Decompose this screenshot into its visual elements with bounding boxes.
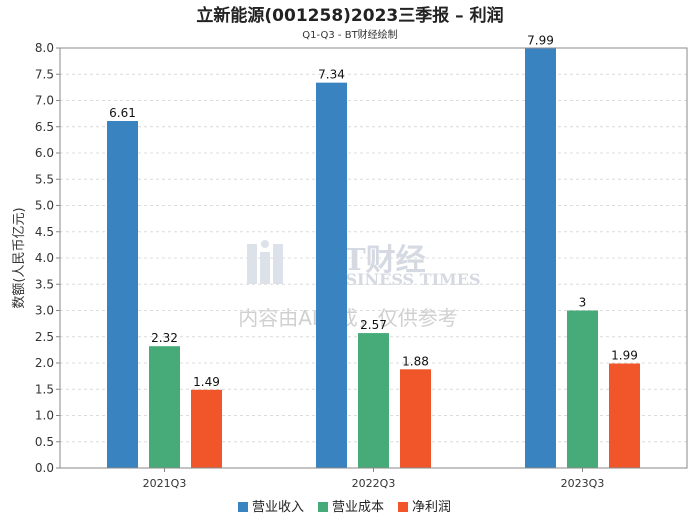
chart-title: 立新能源(001258)2023三季报 – 利润 bbox=[196, 5, 503, 26]
bar bbox=[525, 48, 556, 469]
y-tick-label: 6.0 bbox=[35, 146, 54, 160]
data-label: 1.99 bbox=[611, 349, 638, 363]
data-label: 7.34 bbox=[318, 68, 345, 82]
y-tick-label: 2.0 bbox=[35, 356, 54, 370]
bar bbox=[609, 363, 640, 468]
bar bbox=[149, 346, 180, 468]
y-tick-label: 5.0 bbox=[35, 199, 54, 213]
bar bbox=[107, 120, 138, 468]
data-label: 2.32 bbox=[151, 331, 178, 345]
legend-swatch bbox=[238, 502, 248, 512]
bar bbox=[191, 389, 222, 468]
y-tick-label: 0.5 bbox=[35, 435, 54, 449]
y-axis-label: 数额(人民币亿元) bbox=[12, 207, 27, 308]
legend-label: 营业收入 bbox=[252, 500, 304, 515]
y-tick-label: 7.5 bbox=[35, 67, 54, 81]
watermark-notice: 内容由AI生成，仅供参考 bbox=[238, 306, 458, 330]
x-tick-label: 2023Q3 bbox=[561, 477, 605, 490]
y-tick-label: 7.0 bbox=[35, 94, 54, 108]
bt-logo-icon bbox=[247, 240, 283, 284]
x-tick-label: 2022Q3 bbox=[352, 477, 396, 490]
bar bbox=[316, 82, 347, 469]
x-tick-label: 2021Q3 bbox=[143, 477, 187, 490]
legend-swatch bbox=[318, 502, 328, 512]
bar bbox=[567, 310, 598, 468]
bar bbox=[358, 333, 389, 468]
legend-label: 净利润 bbox=[412, 500, 451, 515]
y-tick-label: 6.5 bbox=[35, 120, 54, 134]
data-label: 1.88 bbox=[402, 354, 429, 368]
data-label: 1.49 bbox=[193, 375, 220, 389]
y-tick-label: 4.5 bbox=[35, 225, 54, 239]
y-tick-label: 5.5 bbox=[35, 172, 54, 186]
legend-swatch bbox=[398, 502, 408, 512]
y-tick-label: 3.5 bbox=[35, 277, 54, 291]
data-label: 3 bbox=[579, 296, 587, 310]
data-label: 2.57 bbox=[360, 318, 387, 332]
y-tick-label: 4.0 bbox=[35, 251, 54, 265]
y-tick-label: 3.0 bbox=[35, 304, 54, 318]
y-axis-ticks: 0.0 0.5 1.0 1.5 2.0 2.5 3.0 3.5 4.0 4.5 5.0 5.5 6.0 6… bbox=[35, 41, 60, 475]
legend-label: 营业成本 bbox=[332, 500, 384, 515]
y-tick-label: 8.0 bbox=[35, 41, 54, 55]
data-label: 7.99 bbox=[527, 34, 554, 48]
watermark: BT财经 BUSINESS TIMES 内容由AI生成，仅供参考 bbox=[238, 240, 481, 330]
x-axis-ticks: 2021Q3 2022Q3 2023Q3 bbox=[143, 468, 605, 490]
chart-subtitle: Q1-Q3 - BT财经绘制 bbox=[302, 28, 397, 41]
y-tick-label: 0.0 bbox=[35, 461, 54, 475]
data-labels: 6.61 2.32 1.49 7.34 2.57 1.88 7.99 3 1.99 bbox=[109, 34, 638, 389]
y-tick-label: 1.0 bbox=[35, 409, 54, 423]
plot-frame bbox=[59, 47, 688, 469]
legend: 营业收入 营业成本 净利润 bbox=[238, 500, 451, 515]
y-tick-label: 1.5 bbox=[35, 382, 54, 396]
bar bbox=[400, 369, 431, 468]
data-label: 6.61 bbox=[109, 106, 136, 120]
y-tick-label: 2.5 bbox=[35, 330, 54, 344]
bars bbox=[107, 48, 640, 469]
